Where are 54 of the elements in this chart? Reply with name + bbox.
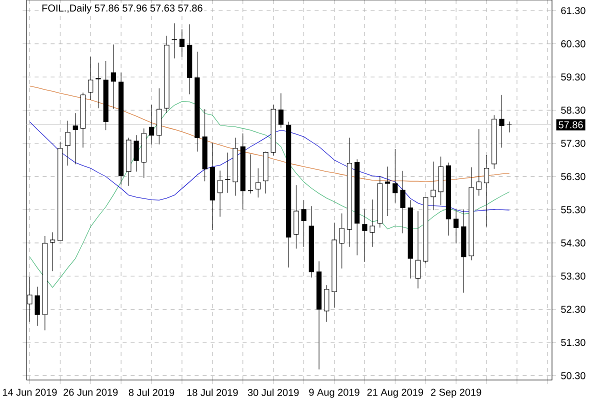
y-tick-label: 51.30 xyxy=(561,338,586,346)
candlestick xyxy=(88,56,94,100)
candlestick xyxy=(506,121,512,133)
candlestick xyxy=(50,232,56,272)
candlestick xyxy=(294,184,299,249)
candlestick xyxy=(217,170,223,217)
candlestick xyxy=(278,92,284,128)
y-tick-label: 55.30 xyxy=(561,206,586,214)
candlestick xyxy=(454,209,459,244)
candlestick xyxy=(476,128,482,196)
y-tick-label: 52.30 xyxy=(561,306,586,313)
candlestick xyxy=(225,152,230,194)
candlestick xyxy=(430,161,436,210)
x-tick-label: 18 Jul 2019 xyxy=(187,388,238,396)
y-tick-label: 56.30 xyxy=(561,173,586,180)
x-tick-label: 9 Aug 2019 xyxy=(309,388,360,398)
x-tick-label: 2 Sep 2019 xyxy=(430,388,482,398)
x-tick-label: 8 Jul 2019 xyxy=(128,388,174,396)
x-tick-label: 21 Aug 2019 xyxy=(367,388,424,398)
candlestick xyxy=(499,94,504,148)
chart-title: FOIL.,Daily 57.86 57.96 57.63 57.86 xyxy=(42,4,202,14)
candlestick xyxy=(415,210,421,289)
candlestick xyxy=(179,28,185,58)
candlestick xyxy=(370,199,375,248)
y-tick-label: 59.30 xyxy=(561,73,586,81)
y-tick-label: 61.30 xyxy=(561,7,586,14)
candlestick xyxy=(362,209,368,262)
candlestick xyxy=(248,154,254,194)
candlestick xyxy=(65,120,70,166)
y-tick-label: 50.30 xyxy=(561,372,586,380)
candlestick xyxy=(400,170,406,234)
candlestick xyxy=(110,44,116,110)
candlestick xyxy=(172,22,177,59)
candlestick xyxy=(484,154,490,227)
candlestick xyxy=(96,62,101,108)
candlestick xyxy=(134,134,139,172)
y-tick-label: 54.30 xyxy=(561,239,586,246)
candlestick xyxy=(392,148,398,204)
candlestick xyxy=(339,213,344,269)
candlestick xyxy=(256,168,261,198)
candlestick xyxy=(72,112,78,165)
y-tick-label: 60.30 xyxy=(561,40,586,48)
x-tick-label: 26 Jun 2019 xyxy=(64,388,118,396)
candlestick xyxy=(384,166,390,216)
x-tick-label: 14 Jun 2019 xyxy=(2,388,57,396)
candlestick xyxy=(148,104,154,145)
y-tick-label: 53.30 xyxy=(561,272,586,280)
candlestick xyxy=(301,200,306,248)
candlestick xyxy=(34,286,40,326)
ref-line-label: 57.86 xyxy=(558,121,583,128)
y-tick-label: 57.30 xyxy=(561,140,586,147)
candlestick xyxy=(324,284,330,322)
y-tick-label: 58.30 xyxy=(561,106,586,114)
x-tick-label: 30 Jul 2019 xyxy=(248,388,299,396)
